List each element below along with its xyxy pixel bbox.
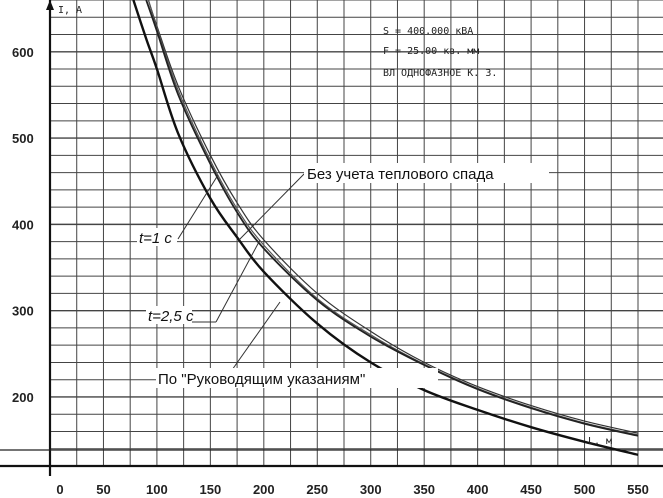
y-axis-arrow	[46, 0, 54, 10]
annotation-t1: t=1 c	[139, 230, 172, 247]
y-tick-label: 200	[12, 390, 34, 405]
curves	[132, 0, 639, 456]
x-tick-label: 500	[574, 482, 596, 497]
annotation-bg-t25	[146, 306, 192, 324]
annotation-leader-t25	[215, 239, 261, 323]
grid	[0, 0, 663, 476]
annotation-no-heat: Без учета теплового спада	[307, 166, 494, 183]
annotation-leader-guide	[231, 301, 281, 371]
x-tick-label: 50	[96, 482, 110, 497]
x-tick-label: 350	[413, 482, 435, 497]
y-tick-label: 300	[12, 304, 34, 319]
x-tick-label: 0	[56, 482, 63, 497]
x-tick-label: 300	[360, 482, 382, 497]
x-tick-label: 400	[467, 482, 489, 497]
x-axis-label: L, м	[588, 436, 612, 447]
info-line-fault: ВЛ ОДНОФАЗНОЕ К. З.	[383, 68, 497, 79]
y-tick-label: 500	[12, 131, 34, 146]
y-tick-label: 600	[12, 45, 34, 60]
y-axis-label: I, A	[58, 5, 82, 16]
annotation-leader-no-heat-curve	[238, 171, 307, 241]
x-tick-label: 150	[200, 482, 222, 497]
x-tick-label: 200	[253, 482, 275, 497]
info-line-section: F = 25.00 кв. мм	[383, 46, 479, 57]
x-tick-label: 100	[146, 482, 168, 497]
series-line-t25	[145, 0, 639, 437]
x-tick-label: 450	[520, 482, 542, 497]
x-tick-label: 550	[627, 482, 649, 497]
annotation-bg-no-heat	[304, 163, 549, 183]
series-line-guide	[132, 0, 639, 456]
y-tick-label: 400	[12, 217, 34, 232]
annotation-bg-guide	[156, 368, 438, 388]
annotation-bg-t1	[137, 228, 177, 246]
tick-labels: 0 50 100 150 200 250 300 350 400 450 500 550 200 300 4…	[12, 45, 649, 497]
annotation-t25: t=2,5 c	[148, 308, 194, 325]
annotation-guide: По "Руководящим указаниям"	[158, 371, 365, 388]
x-tick-label: 250	[306, 482, 328, 497]
annotation-leader-t1	[177, 174, 219, 240]
info-line-power: S = 400.000 кВА	[383, 26, 473, 37]
series-line-no_heat	[147, 0, 639, 434]
